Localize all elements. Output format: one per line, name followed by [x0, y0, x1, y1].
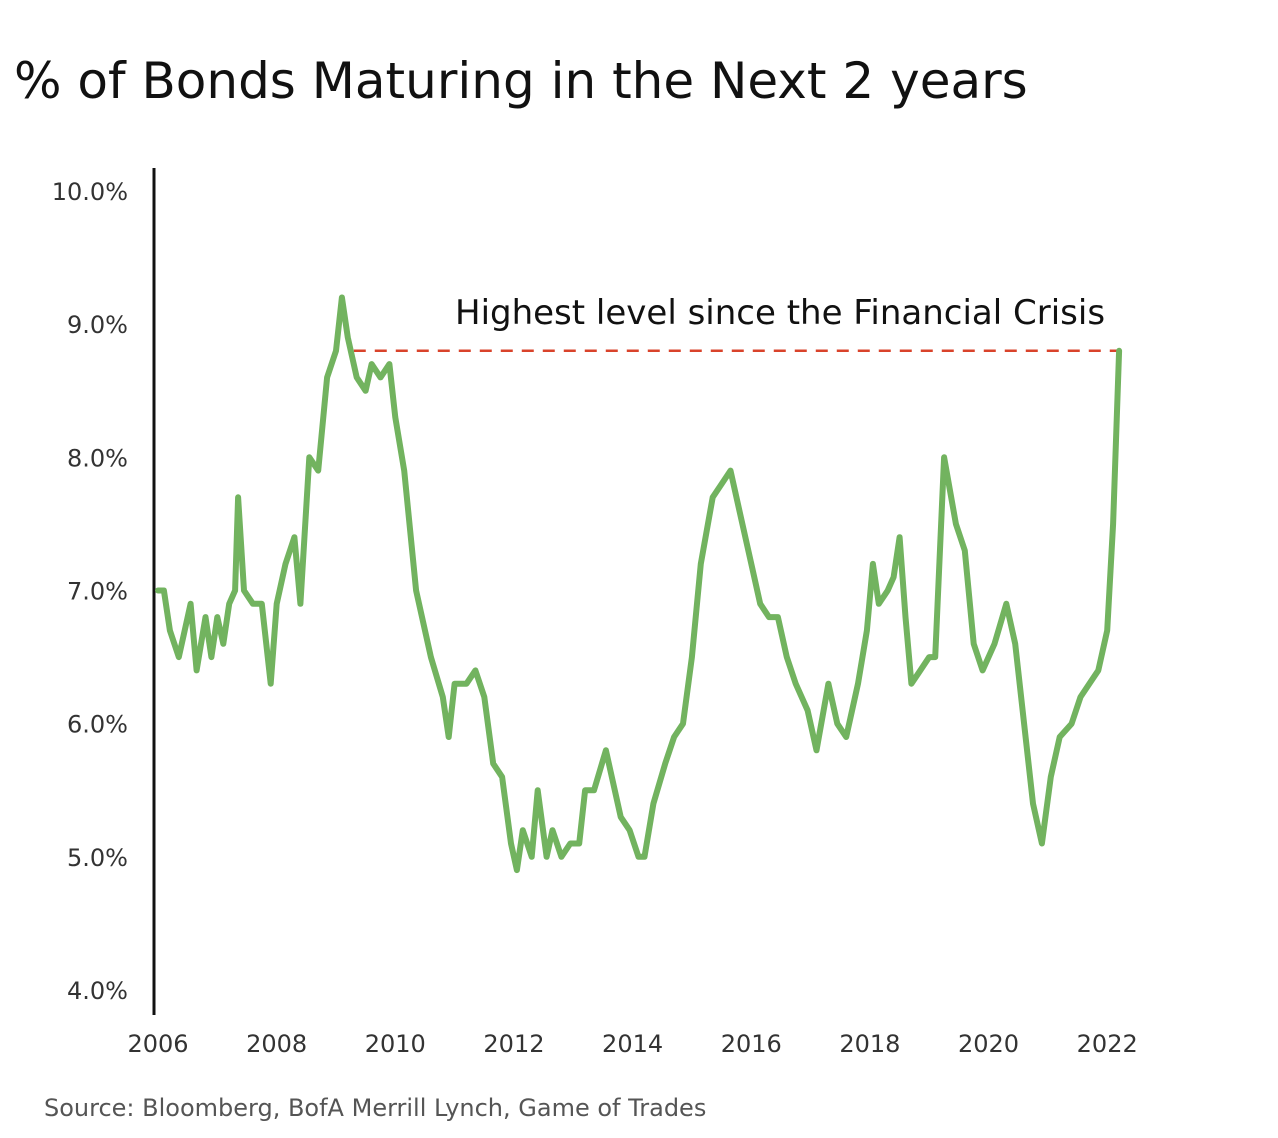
- x-axis-labels: 2006 2008 2010 2012 2014 2016 2018 2020 2022: [127, 1030, 1137, 1058]
- x-tick-label: 2010: [365, 1030, 426, 1058]
- x-tick-label: 2008: [246, 1030, 307, 1058]
- x-tick-label: 2020: [958, 1030, 1019, 1058]
- y-tick-label: 8.0%: [67, 444, 128, 472]
- y-tick-label: 5.0%: [67, 844, 128, 872]
- x-tick-label: 2012: [483, 1030, 544, 1058]
- x-tick-label: 2022: [1077, 1030, 1138, 1058]
- chart-title: % of Bonds Maturing in the Next 2 years: [14, 52, 1028, 110]
- x-tick-label: 2016: [721, 1030, 782, 1058]
- y-tick-label: 4.0%: [67, 977, 128, 1005]
- series-line: [155, 294, 1123, 874]
- y-tick-label: 10.0%: [52, 178, 128, 206]
- y-tick-label: 7.0%: [67, 578, 128, 606]
- x-tick-label: 2018: [839, 1030, 900, 1058]
- y-tick-label: 9.0%: [67, 311, 128, 339]
- y-axis-labels: 4.0% 5.0% 6.0% 7.0% 8.0% 9.0% 10.0%: [52, 178, 128, 1005]
- annotation-label: Highest level since the Financial Crisis: [455, 293, 1105, 333]
- x-tick-label: 2014: [602, 1030, 663, 1058]
- source-note: Source: Bloomberg, BofA Merrill Lynch, G…: [44, 1094, 707, 1122]
- y-tick-label: 6.0%: [67, 711, 128, 739]
- x-tick-label: 2006: [127, 1030, 188, 1058]
